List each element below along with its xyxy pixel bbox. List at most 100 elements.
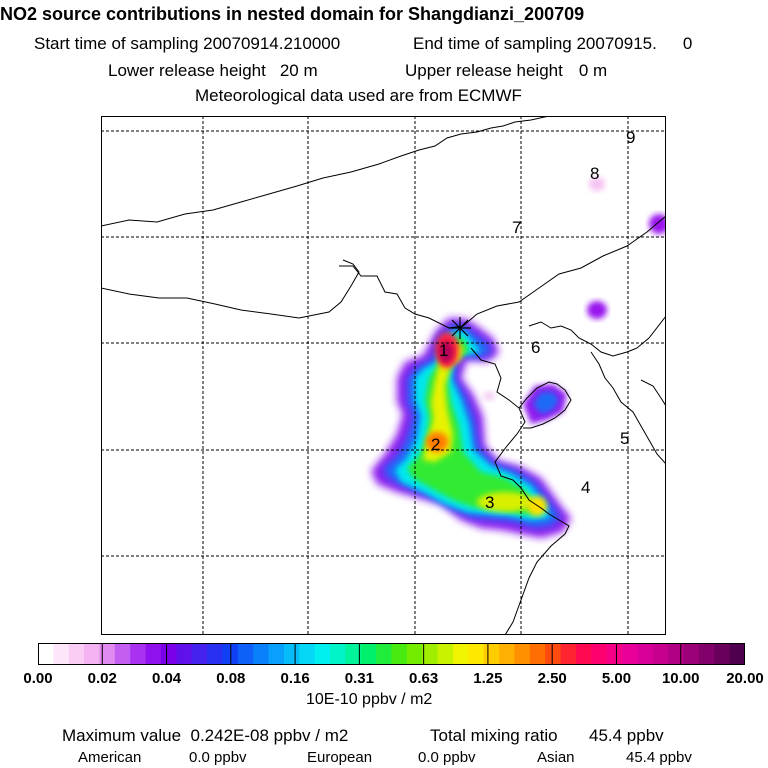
spot-light-bay bbox=[483, 391, 495, 401]
colorbar-cell bbox=[622, 643, 639, 665]
colorbar-cell bbox=[545, 643, 562, 665]
field-blue-shandong bbox=[533, 392, 559, 414]
field-yellow-patch bbox=[477, 492, 533, 512]
spot-korea bbox=[587, 301, 607, 319]
colorbar-cell bbox=[145, 643, 162, 665]
colorbar-tick-label: 0.04 bbox=[151, 670, 182, 687]
colorbar-cell bbox=[483, 643, 500, 665]
colorbar-cell bbox=[99, 643, 116, 665]
map-frame bbox=[101, 116, 666, 635]
colorbar-cell bbox=[345, 643, 362, 665]
coastlines bbox=[101, 116, 666, 635]
region-label-6: 6 bbox=[531, 338, 540, 357]
colorbar-frame bbox=[38, 643, 745, 665]
colorbar-cell bbox=[468, 643, 485, 665]
colorbar-cell bbox=[283, 643, 300, 665]
upper-release-label: Upper release height bbox=[405, 61, 563, 80]
colorbar-cell bbox=[575, 643, 592, 665]
spot-light bbox=[589, 177, 605, 191]
colorbar-cell bbox=[560, 643, 577, 665]
colorbar-cell bbox=[84, 643, 101, 665]
colorbar-tick-label: 5.00 bbox=[601, 670, 632, 687]
region-asian-value: 45.4 ppbv bbox=[626, 749, 692, 766]
lower-release-height: Lower release height 20 m bbox=[108, 61, 318, 81]
colorbar-cell bbox=[130, 643, 147, 665]
colorbar-cell bbox=[253, 643, 270, 665]
colorbar-cell bbox=[191, 643, 208, 665]
colorbar-tick-label: 0.08 bbox=[216, 670, 246, 687]
region-label-2: 2 bbox=[431, 435, 440, 454]
colorbar-cell bbox=[376, 643, 393, 665]
colorbar-cell bbox=[330, 643, 346, 665]
receptor-marker bbox=[449, 317, 471, 339]
colorbar-cell bbox=[499, 643, 516, 665]
colorbar-cell bbox=[529, 643, 546, 665]
field-yellow-patch-east bbox=[527, 496, 547, 516]
region-label-5: 5 bbox=[620, 429, 629, 448]
region-american-value: 0.0 ppbv bbox=[189, 749, 247, 766]
colorbar-tick-label: 1.25 bbox=[473, 670, 503, 687]
colorbar-tick-label: 0.16 bbox=[280, 670, 310, 687]
colorbar-cell bbox=[360, 643, 377, 665]
plot-title: NO2 source contributions in nested domai… bbox=[0, 4, 585, 24]
total-mixing-ratio-value: 45.4 ppbv bbox=[589, 726, 664, 745]
colorbar-cell bbox=[606, 643, 623, 665]
colorbar-cell bbox=[314, 643, 331, 665]
maximum-value-label: Maximum value bbox=[62, 726, 182, 745]
meteorology-note: Meteorological data used are from ECMWF bbox=[195, 86, 522, 105]
total-mixing-ratio-label: Total mixing ratio bbox=[430, 726, 558, 745]
colorbar-cell bbox=[299, 643, 316, 665]
colorbar-cell bbox=[207, 643, 224, 665]
region-american-name: American bbox=[78, 749, 142, 766]
colorbar-cell bbox=[391, 643, 408, 665]
field-layer-yellow bbox=[423, 342, 463, 462]
region-european-name: European bbox=[307, 749, 373, 766]
contribution-map: 1 2 3 4 5 6 7 8 9 bbox=[101, 116, 666, 635]
colorbar-cell bbox=[68, 643, 85, 665]
colorbar-cell bbox=[38, 643, 54, 665]
region-label-7: 7 bbox=[512, 218, 521, 237]
colorbar-tick-label: 2.50 bbox=[537, 670, 567, 687]
region-label-4: 4 bbox=[581, 478, 590, 497]
colorbar-tick-label: 0.02 bbox=[87, 670, 117, 687]
colorbar-tick-label: 0.31 bbox=[344, 670, 374, 687]
colorbar-cell bbox=[729, 643, 745, 665]
colorbar-cell bbox=[237, 643, 254, 665]
colorbar-cell bbox=[452, 643, 469, 665]
hotspot-max bbox=[439, 341, 453, 363]
colorbar-cell bbox=[683, 643, 700, 665]
colorbar-cell bbox=[652, 643, 669, 665]
region-labels: 1 2 3 4 5 6 7 8 9 bbox=[431, 128, 635, 512]
end-time-value: 0 bbox=[682, 34, 693, 53]
maximum-value: Maximum value 0.242E-08 ppbv / m2 bbox=[62, 726, 348, 746]
colorbar-cell bbox=[268, 643, 285, 665]
colorbar-cell bbox=[698, 643, 715, 665]
start-time-label: Start time of sampling 20070914.210000 bbox=[34, 34, 341, 53]
region-label-9: 9 bbox=[626, 128, 635, 147]
colorbar-cell bbox=[176, 643, 193, 665]
colorbar-unit: 10E-10 ppbv / m2 bbox=[306, 691, 433, 708]
end-time-text: End time of sampling 20070915. bbox=[413, 34, 657, 53]
maximum-value-number: 0.242E-08 ppbv / m2 bbox=[190, 726, 349, 745]
region-european-value: 0.0 ppbv bbox=[418, 749, 476, 766]
lower-release-label: Lower release height bbox=[108, 61, 266, 80]
colorbar-cell bbox=[406, 643, 423, 665]
end-time-label: End time of sampling 20070915. 0 bbox=[413, 34, 692, 54]
colorbar-tick-label: 10.00 bbox=[661, 670, 700, 687]
colorbar-cell bbox=[714, 643, 731, 665]
upper-release-height: Upper release height 0 m bbox=[405, 61, 607, 81]
colorbar-cell bbox=[422, 643, 439, 665]
colorbar-cell bbox=[114, 643, 131, 665]
region-label-1: 1 bbox=[439, 341, 448, 360]
colorbar-cell bbox=[668, 643, 685, 665]
graticule bbox=[101, 116, 666, 635]
colorbar bbox=[38, 643, 745, 665]
hotspot-orange bbox=[426, 432, 448, 452]
colorbar-tick-label: 0.63 bbox=[409, 670, 439, 687]
colorbar-tick-label: 0.00 bbox=[23, 670, 53, 687]
region-label-3: 3 bbox=[485, 493, 494, 512]
colorbar-tick-label: 20.00 bbox=[726, 670, 764, 687]
map-background bbox=[101, 116, 666, 635]
colorbar-cell bbox=[53, 643, 70, 665]
colorbar-cell bbox=[160, 643, 177, 665]
